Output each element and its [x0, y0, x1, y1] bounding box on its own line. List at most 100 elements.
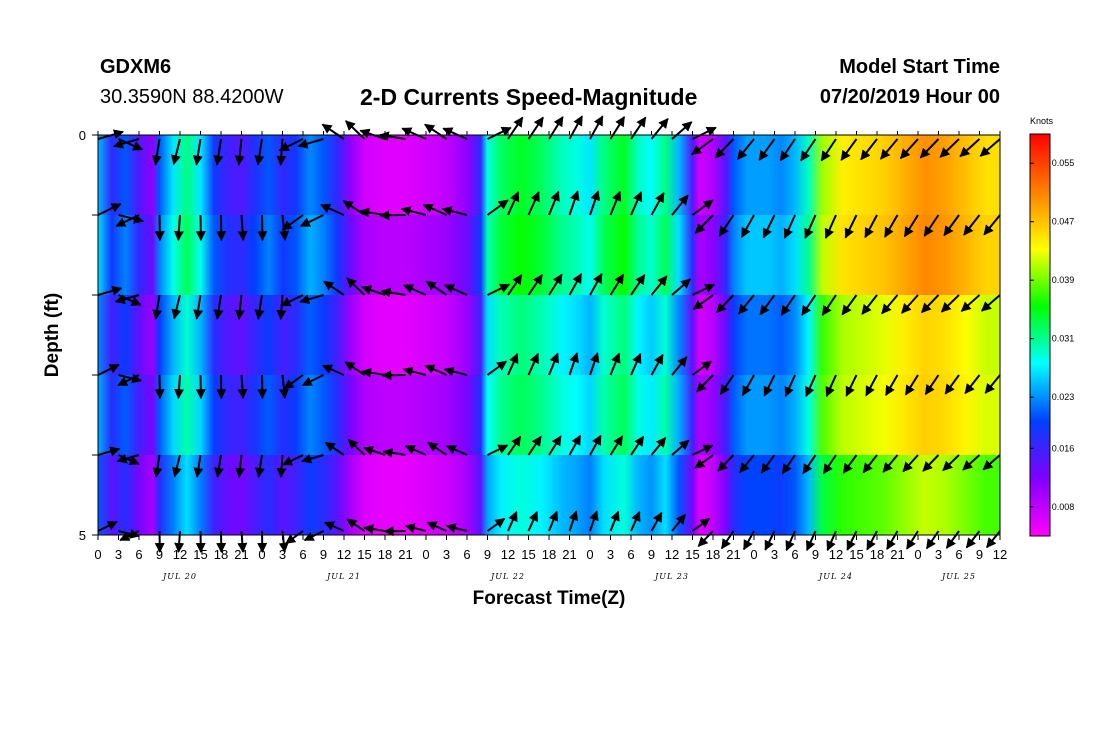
colorbar: Knots 0.055 0.047 0.039 0.031 0.023 0.016 0.00… [1029, 116, 1075, 537]
y-axis-ticks: 05 [79, 128, 98, 543]
current-vector [234, 294, 245, 321]
current-vector [979, 138, 1001, 157]
current-vector [964, 374, 981, 395]
current-vector [507, 274, 523, 296]
current-vector [380, 287, 406, 298]
heatmap-band [98, 215, 1000, 295]
y-axis-label: Depth (ft) [42, 293, 63, 377]
current-vector [425, 280, 448, 296]
x-tick-label: 6 [463, 547, 470, 562]
current-vector [254, 138, 265, 166]
current-vector [671, 356, 688, 376]
current-vector [119, 530, 140, 542]
x-tick-label: 3 [443, 547, 450, 562]
x-tick-label: 18 [706, 547, 720, 562]
x-tick-label: 6 [299, 547, 306, 562]
current-vector [285, 530, 304, 545]
current-vector [692, 283, 716, 296]
current-vector [671, 278, 692, 296]
x-tick-label: 0 [258, 547, 265, 562]
current-vector [213, 138, 224, 166]
current-vector [589, 272, 603, 296]
current-vector [650, 275, 668, 296]
current-vector [906, 530, 919, 550]
current-vector [568, 510, 579, 532]
x-tick-label: 15 [357, 547, 371, 562]
current-vector [297, 138, 324, 149]
current-vector [363, 445, 386, 456]
current-vector [151, 138, 162, 166]
current-vector [114, 294, 140, 304]
current-vector [609, 352, 621, 376]
current-vector [97, 446, 121, 457]
x-tick-label: 0 [422, 547, 429, 562]
x-tick-label: 0 [914, 547, 921, 562]
current-vector [118, 373, 142, 384]
current-vector [959, 138, 981, 158]
current-vector [347, 438, 366, 456]
heatmap-band [98, 295, 1000, 375]
current-vector [404, 445, 427, 456]
current-vector [737, 294, 755, 315]
current-vector [115, 214, 140, 227]
current-vector [940, 294, 960, 313]
x-tick-label: 18 [870, 547, 884, 562]
colorbar-label: 0.023 [1052, 392, 1075, 402]
current-vector [822, 454, 837, 475]
current-vector [235, 454, 246, 479]
current-vector [806, 530, 817, 552]
x-tick-label: 12 [665, 547, 679, 562]
model-start-value: 07/20/2019 Hour 00 [819, 86, 1000, 108]
current-vector [171, 294, 182, 320]
current-vector [427, 441, 448, 456]
current-vector [278, 530, 289, 553]
current-vector [740, 214, 755, 238]
x-tick-label: 3 [935, 547, 942, 562]
current-vector [527, 191, 540, 216]
x-tick-label: 9 [320, 547, 327, 562]
current-vector [800, 138, 817, 162]
current-vector [193, 294, 204, 320]
model-start-label: Model Start Time [839, 56, 1000, 78]
current-vector [237, 214, 248, 242]
station-coordinates: 30.3590N 88.4200W [100, 86, 284, 108]
current-vector [760, 454, 776, 474]
current-vector [382, 447, 406, 458]
current-vector [443, 366, 468, 377]
heatmap-band [98, 375, 1000, 455]
current-vector [982, 454, 1001, 471]
current-vector [697, 530, 714, 547]
current-vector [487, 444, 509, 456]
current-vector [920, 294, 940, 314]
current-vector [694, 214, 714, 234]
current-vector [486, 517, 506, 532]
current-vector [825, 374, 837, 398]
current-vector [568, 190, 580, 216]
current-vector [589, 352, 600, 376]
current-vector [321, 123, 345, 140]
current-vector [862, 454, 878, 474]
current-vector [213, 294, 224, 320]
current-vector [609, 273, 625, 296]
current-vector [784, 374, 796, 398]
current-vector [880, 138, 899, 160]
x-tick-label: 15 [685, 547, 699, 562]
current-vector [113, 138, 140, 149]
current-vector [116, 453, 140, 464]
x-tick-label: 18 [378, 547, 392, 562]
current-vector [283, 374, 304, 390]
x-tick-label: 3 [607, 547, 614, 562]
current-vector [426, 521, 447, 532]
current-vector [97, 203, 122, 216]
x-tick-label: 15 [193, 547, 207, 562]
current-vector [736, 138, 755, 160]
current-vector [866, 530, 878, 551]
current-vector [237, 374, 248, 400]
current-vector [97, 363, 120, 376]
current-vector [254, 454, 265, 478]
current-vector [923, 214, 940, 237]
current-vector [671, 194, 689, 216]
current-vector [548, 273, 563, 296]
x-tick-label: 12 [829, 547, 843, 562]
current-vector [193, 454, 204, 478]
